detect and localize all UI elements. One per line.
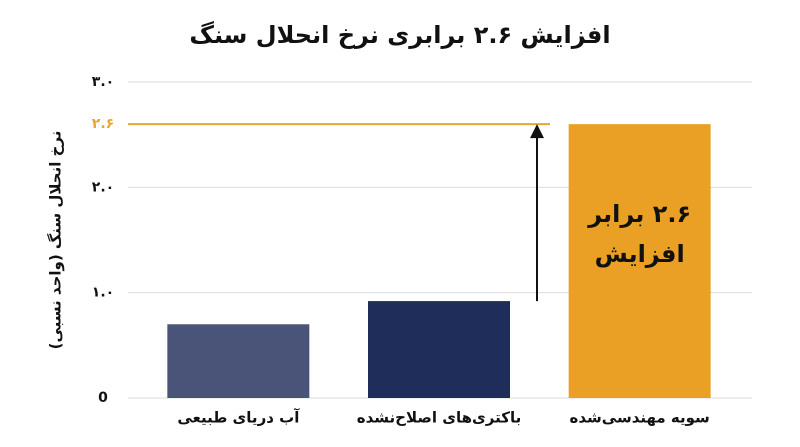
x-tick-label: سویه مهندسی‌شده [570, 409, 710, 427]
y-tick-label: ۲.۰ [92, 179, 114, 195]
bar-annotation: افزایش [595, 240, 685, 268]
y-tick-label: ۲.۶ [92, 116, 114, 132]
y-tick-label: ۱.۰ [92, 285, 114, 301]
bar [568, 124, 711, 398]
bar [368, 301, 510, 398]
bar-annotation: ۲.۶ برابر [587, 200, 691, 228]
arrow-head [530, 124, 544, 139]
y-tick-label: ۳.۰ [92, 74, 114, 90]
y-axis-label: نرخ انحلال سنگ (واحد نسبی) [47, 131, 65, 350]
x-tick-label: آب دریای طبیعی [177, 409, 300, 427]
chart-title: افزایش ۲.۶ برابری نرخ انحلال سنگ [189, 21, 610, 49]
y-tick-label: 0 [98, 390, 108, 406]
x-tick-label: باکتری‌های اصلاح‌نشده [357, 409, 521, 427]
bar [167, 324, 310, 398]
